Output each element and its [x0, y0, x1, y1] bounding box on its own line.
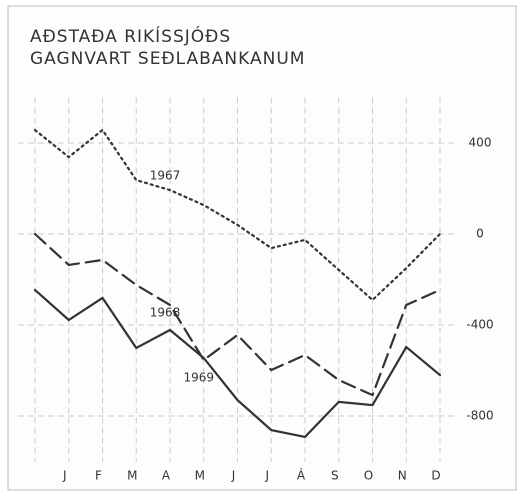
chart-title: AÐSTAÐA RIKÍSSJÓÐS [30, 25, 231, 47]
x-tick-label: S [331, 469, 339, 483]
x-tick-label: O [364, 469, 373, 483]
y-tick-label: -400 [466, 318, 493, 332]
x-tick-label: D [431, 469, 440, 483]
line-1967 [33, 128, 442, 302]
x-tick-label: M [195, 469, 205, 483]
series-label: 1968 [150, 305, 181, 319]
x-tick-label: M [127, 469, 137, 483]
chart-title: GAGNVART SEÐLABANKANUM [30, 49, 305, 69]
line-1968 [33, 232, 442, 397]
x-tick-label: A [162, 469, 171, 483]
x-tick-label: J [62, 469, 67, 483]
y-tick-label: 400 [469, 136, 492, 150]
x-tick-label: N [398, 469, 407, 483]
series-label: 1969 [183, 370, 214, 384]
x-tick-label: Á [297, 468, 306, 483]
x-tick-label: J [231, 469, 236, 483]
frame [7, 5, 517, 491]
y-tick-label: 0 [476, 227, 484, 241]
x-tick-label: J [264, 469, 269, 483]
y-tick-label: -800 [466, 409, 493, 423]
x-tick-label: F [95, 469, 102, 483]
line-1969 [33, 288, 442, 439]
series-label: 1967 [150, 169, 181, 183]
